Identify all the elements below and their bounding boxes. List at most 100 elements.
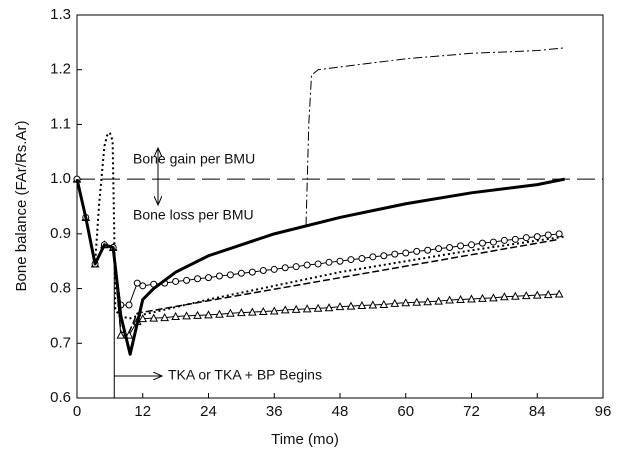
point (489, 293, 498, 302)
point (160, 313, 170, 322)
point (182, 311, 191, 320)
point (215, 272, 223, 280)
point (478, 239, 486, 247)
point (533, 233, 541, 241)
y-tick-label: 0.7 (50, 334, 71, 351)
point (521, 291, 531, 300)
point (522, 234, 530, 242)
point (237, 308, 246, 317)
x-tick-label: 84 (529, 403, 546, 420)
point (270, 265, 278, 273)
point (554, 289, 564, 298)
x-tick-label: 48 (332, 403, 349, 420)
point (248, 268, 256, 276)
point (247, 307, 257, 316)
point (194, 275, 202, 283)
x-tick-label: 12 (134, 403, 151, 420)
x-axis-title: Time (mo) (271, 431, 339, 448)
point (555, 230, 563, 238)
point (500, 236, 508, 244)
point (335, 302, 345, 311)
point (149, 313, 159, 322)
point (511, 235, 519, 243)
point (204, 310, 213, 319)
point (424, 246, 432, 254)
point (346, 301, 356, 310)
point (379, 299, 389, 308)
point (435, 245, 443, 253)
point (205, 274, 212, 282)
series-line (75, 177, 565, 356)
point (269, 306, 279, 315)
x-tick-label: 72 (463, 403, 480, 420)
point (412, 297, 422, 306)
x-tick-label: 36 (266, 403, 283, 420)
point (434, 296, 443, 305)
point (532, 290, 542, 299)
point (347, 256, 355, 264)
point (325, 258, 333, 266)
series-line (305, 47, 565, 226)
point (510, 291, 520, 300)
point (456, 294, 465, 304)
point (401, 298, 411, 307)
point (313, 303, 323, 312)
x-tick-label: 0 (73, 403, 81, 420)
point (544, 231, 552, 239)
x-tick-label: 60 (397, 403, 414, 420)
point (358, 254, 366, 262)
point (380, 252, 388, 260)
point (302, 304, 312, 313)
point (446, 244, 454, 252)
point (445, 295, 454, 304)
point (125, 301, 133, 309)
point (324, 303, 334, 312)
point (489, 238, 497, 246)
point (237, 269, 245, 277)
point (193, 310, 202, 319)
x-tick-label: 24 (200, 403, 217, 420)
point (390, 298, 400, 307)
point (467, 294, 476, 303)
point (314, 260, 322, 268)
point (391, 250, 399, 258)
point (468, 241, 475, 249)
point (281, 264, 289, 272)
point (133, 279, 141, 287)
y-axis-title: Bone balance (FAr/Rs.Ar) (13, 121, 30, 292)
y-tick-label: 1.1 (50, 115, 71, 132)
point (280, 305, 290, 314)
point (500, 292, 509, 301)
y-tick-label: 0.9 (50, 225, 71, 242)
y-tick-label: 1.3 (50, 6, 71, 23)
point (543, 290, 553, 299)
annotation: Bone loss per BMU (133, 207, 254, 223)
point (258, 306, 268, 316)
point (215, 309, 224, 318)
point (172, 277, 180, 285)
point (478, 293, 487, 302)
point (303, 261, 311, 269)
point (368, 300, 378, 309)
point (423, 297, 433, 306)
point (226, 271, 234, 279)
point (291, 304, 301, 313)
point (413, 247, 421, 255)
point (226, 308, 235, 317)
point (139, 282, 147, 290)
annotation: Bone gain per BMU (133, 151, 255, 167)
point (457, 242, 465, 250)
annotation: TKA or TKA + BP Begins (168, 367, 322, 383)
point (183, 276, 191, 284)
point (138, 314, 148, 323)
point (357, 300, 367, 310)
point (336, 257, 344, 265)
point (116, 330, 126, 339)
point (171, 311, 180, 320)
point (369, 253, 377, 261)
x-tick-label: 96 (595, 403, 612, 420)
point (259, 267, 267, 275)
point (402, 249, 410, 257)
y-tick-label: 1.0 (50, 170, 71, 187)
